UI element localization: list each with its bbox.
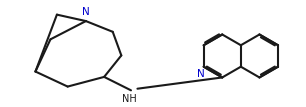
Text: NH: NH: [122, 94, 137, 104]
Text: N: N: [196, 69, 204, 79]
Text: N: N: [82, 7, 90, 17]
